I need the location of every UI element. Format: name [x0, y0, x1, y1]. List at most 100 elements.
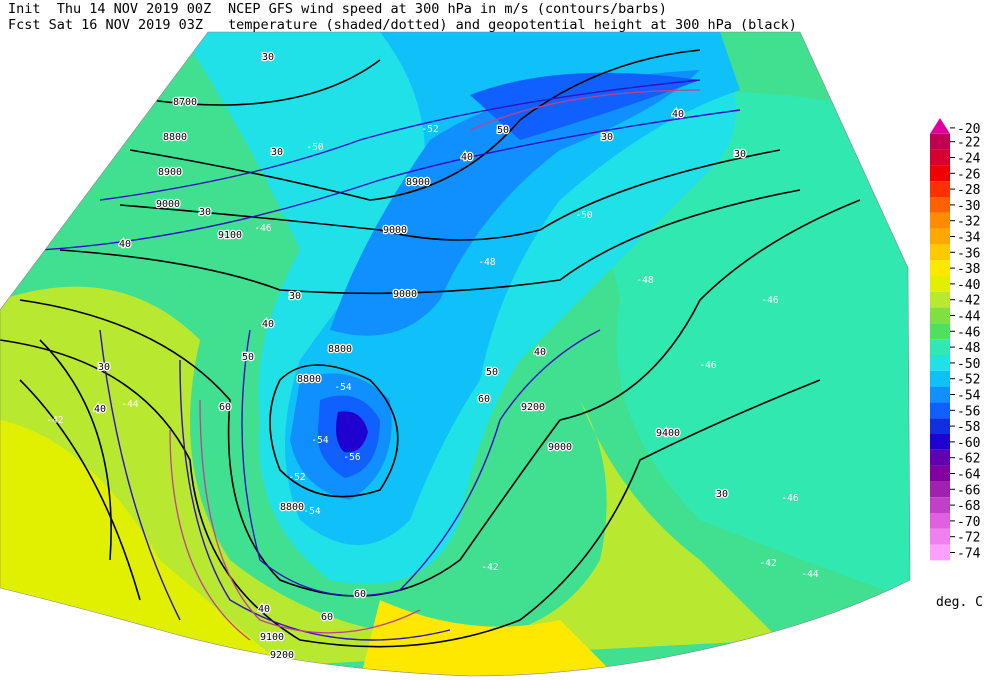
contour-label: -42: [759, 558, 776, 569]
legend-label: -50: [957, 357, 980, 372]
contour-label: -46: [254, 223, 271, 234]
contour-label: 60: [354, 589, 366, 600]
contour-label: 30: [289, 291, 301, 302]
init-time: Init Thu 14 NOV 2019 00Z: [8, 1, 211, 17]
legend-swatch: [930, 260, 950, 276]
contour-label: 9200: [521, 402, 545, 413]
contour-label: 40: [461, 152, 473, 163]
legend-label: -68: [957, 499, 980, 514]
legend-swatch: [930, 355, 950, 371]
contour-label: 30: [98, 362, 110, 373]
contour-label: 8800: [280, 502, 304, 513]
contour-label: 40: [262, 319, 274, 330]
legend-label: -58: [957, 420, 980, 435]
legend-label: -64: [957, 468, 981, 483]
title-line-1: NCEP GFS wind speed at 300 hPa in m/s (c…: [228, 1, 667, 17]
legend-label: -20: [957, 122, 980, 137]
color-legend: -20-22-24-26-28-30-32-34-36-38-40-42-44-…: [930, 118, 981, 562]
contour-label: 30: [734, 149, 746, 160]
legend-swatch: [930, 149, 950, 166]
contour-label: -54: [334, 382, 351, 393]
legend-swatch: [930, 528, 950, 545]
contour-label: 30: [262, 52, 274, 63]
legend-swatch: [930, 434, 950, 450]
legend-swatch: [930, 291, 950, 308]
legend-label: -52: [957, 373, 980, 388]
contour-label: -52: [421, 124, 438, 135]
legend-swatch: [930, 197, 950, 213]
legend-label: -30: [957, 199, 980, 214]
contour-label: -42: [481, 562, 498, 573]
contour-label: 30: [271, 147, 283, 158]
legend-label: -26: [957, 167, 980, 182]
legend-swatch: [930, 118, 950, 134]
legend-label: -24: [957, 152, 981, 167]
legend-swatch: [930, 449, 950, 466]
forecast-time: Fcst Sat 16 NOV 2019 03Z: [8, 17, 203, 33]
legend-swatch: [930, 212, 950, 229]
contour-label: -46: [781, 493, 798, 504]
contour-label: -44: [801, 569, 818, 580]
contour-label: 50: [242, 352, 254, 363]
contour-label: 9000: [156, 199, 180, 210]
legend-label: -46: [957, 325, 980, 340]
legend-swatch: [930, 465, 950, 482]
contour-label: 40: [534, 347, 546, 358]
legend-swatch: [930, 386, 950, 403]
legend-label: -62: [957, 452, 980, 467]
legend-label: -74: [957, 547, 981, 562]
contour-label: 50: [486, 367, 498, 378]
legend-label: -42: [957, 294, 980, 309]
legend-swatch: [930, 228, 950, 245]
legend-swatch: [930, 481, 950, 498]
contour-label: 8800: [328, 344, 352, 355]
contour-label: -46: [761, 295, 778, 306]
contour-label: 9200: [270, 650, 294, 661]
legend-swatch: [930, 307, 950, 324]
contour-label: 40: [94, 404, 106, 415]
contour-label: 8800: [297, 374, 321, 385]
legend-swatch: [930, 402, 950, 419]
contour-label: -54: [303, 506, 320, 517]
legend-label: -34: [957, 231, 981, 246]
legend-label: -32: [957, 215, 980, 230]
legend-label: -44: [957, 310, 981, 325]
contour-labels: 30 8700 8800 30 8900 9000 30 9100 40 8900 9000 9000…: [46, 51, 818, 663]
legend-label: -38: [957, 262, 980, 277]
contour-label: -50: [306, 142, 323, 153]
contour-label: 30: [199, 207, 211, 218]
contour-label: 9000: [548, 442, 572, 453]
legend-label: -66: [957, 483, 980, 498]
legend-unit: deg. C: [936, 595, 983, 610]
legend-swatch: [930, 165, 950, 182]
legend-label: -70: [957, 515, 980, 530]
contour-label: -56: [343, 452, 360, 463]
contour-label: -52: [288, 472, 305, 483]
contour-label: -54: [311, 435, 328, 446]
contour-label: 40: [672, 109, 684, 120]
legend-swatch: [930, 276, 950, 292]
contour-label: 60: [219, 402, 231, 413]
contour-label: 60: [321, 612, 333, 623]
legend-label: -72: [957, 531, 980, 546]
legend-label: -40: [957, 278, 980, 293]
contour-label: 9000: [383, 225, 407, 236]
legend-label: -48: [957, 341, 980, 356]
legend-swatch: [930, 513, 950, 529]
title-line-2: temperature (shaded/dotted) and geopoten…: [228, 17, 797, 33]
contour-label: -50: [575, 210, 592, 221]
contour-label: -48: [478, 257, 495, 268]
contour-label: 8700: [173, 97, 197, 108]
legend-label: -22: [957, 136, 980, 151]
legend-label: -36: [957, 246, 980, 261]
contour-label: -48: [636, 275, 653, 286]
contour-label: 40: [119, 239, 131, 250]
legend-label: -54: [957, 389, 981, 404]
contour-label: 60: [478, 394, 490, 405]
legend-label: -56: [957, 404, 980, 419]
contour-label: 9400: [656, 428, 680, 439]
contour-label: 9000: [393, 289, 417, 300]
legend-swatch: [930, 181, 950, 197]
